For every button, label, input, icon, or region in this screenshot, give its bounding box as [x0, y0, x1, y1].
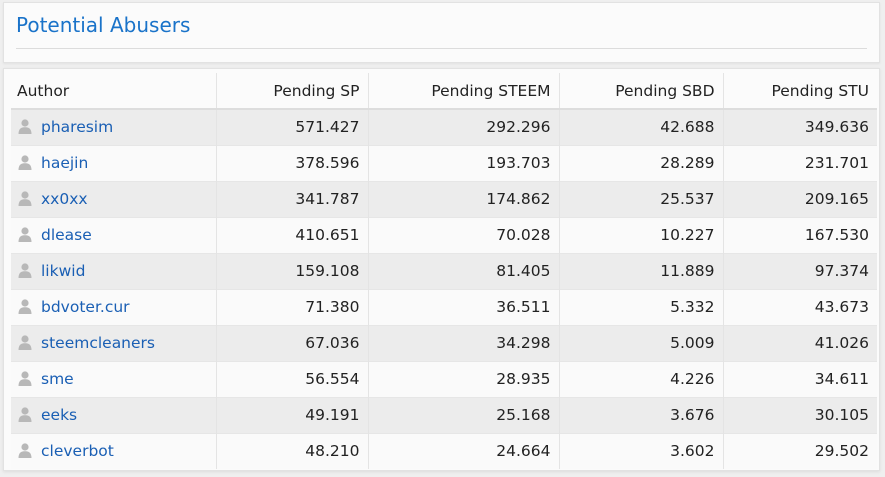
- pending-sbd-cell: 25.537: [559, 180, 724, 217]
- pending-steem-cell: 34.298: [368, 324, 560, 361]
- table-row: pharesim 571.427 292.296 42.688 349.636: [11, 108, 877, 145]
- user-icon: [17, 370, 33, 386]
- table-body: pharesim 571.427 292.296 42.688 349.636 haeji…: [11, 108, 877, 469]
- pending-stu-cell: 30.105: [723, 396, 877, 433]
- table-row: haejin 378.596 193.703 28.289 231.701: [11, 144, 877, 181]
- author-cell: cleverbot: [11, 432, 217, 469]
- pending-stu-cell: 209.165: [723, 180, 877, 217]
- pending-steem-cell: 36.511: [368, 288, 560, 325]
- page-title: Potential Abusers: [16, 13, 191, 37]
- column-header-pending-stu[interactable]: Pending STU: [723, 73, 877, 110]
- pending-steem-cell: 28.935: [368, 360, 560, 397]
- pending-stu-cell: 349.636: [723, 108, 877, 145]
- pending-steem-cell: 81.405: [368, 252, 560, 289]
- user-icon: [17, 118, 33, 135]
- author-link[interactable]: likwid: [41, 262, 86, 280]
- author-cell: pharesim: [11, 108, 217, 145]
- pending-sp-cell: 159.108: [216, 252, 369, 289]
- pending-sp-cell: 56.554: [216, 360, 369, 397]
- author-link[interactable]: bdvoter.cur: [41, 298, 130, 316]
- pending-stu-cell: 41.026: [723, 324, 877, 361]
- pending-sp-cell: 378.596: [216, 144, 369, 181]
- author-link[interactable]: xx0xx: [41, 190, 88, 208]
- author-cell: bdvoter.cur: [11, 288, 217, 325]
- pending-steem-cell: 193.703: [368, 144, 560, 181]
- author-cell: steemcleaners: [11, 324, 217, 361]
- title-panel: Potential Abusers: [3, 2, 880, 63]
- pending-sp-cell: 49.191: [216, 396, 369, 433]
- table-panel: Author Pending SP Pending STEEM Pending …: [3, 68, 880, 471]
- pending-sp-cell: 410.651: [216, 216, 369, 253]
- pending-stu-cell: 167.530: [723, 216, 877, 253]
- pending-steem-cell: 24.664: [368, 432, 560, 469]
- author-cell: haejin: [11, 144, 217, 181]
- pending-sbd-cell: 11.889: [559, 252, 724, 289]
- pending-sp-cell: 48.210: [216, 432, 369, 469]
- column-header-pending-sp[interactable]: Pending SP: [216, 73, 369, 110]
- table-row: steemcleaners 67.036 34.298 5.009 41.026: [11, 324, 877, 361]
- pending-steem-cell: 174.862: [368, 180, 560, 217]
- author-cell: likwid: [11, 252, 217, 289]
- pending-sbd-cell: 3.602: [559, 432, 724, 469]
- table-row: dlease 410.651 70.028 10.227 167.530: [11, 216, 877, 253]
- pending-stu-cell: 97.374: [723, 252, 877, 289]
- user-icon: [17, 226, 33, 242]
- pending-sp-cell: 571.427: [216, 108, 369, 145]
- author-cell: eeks: [11, 396, 217, 433]
- pending-sp-cell: 341.787: [216, 180, 369, 217]
- table-row: likwid 159.108 81.405 11.889 97.374: [11, 252, 877, 289]
- author-link[interactable]: pharesim: [41, 118, 114, 137]
- pending-stu-cell: 34.611: [723, 360, 877, 397]
- author-cell: dlease: [11, 216, 217, 253]
- column-header-author[interactable]: Author: [11, 73, 217, 110]
- author-link[interactable]: haejin: [41, 154, 89, 172]
- pending-sbd-cell: 5.332: [559, 288, 724, 325]
- pending-sp-cell: 71.380: [216, 288, 369, 325]
- author-link[interactable]: steemcleaners: [41, 334, 155, 352]
- author-cell: xx0xx: [11, 180, 217, 217]
- table-row: xx0xx 341.787 174.862 25.537 209.165: [11, 180, 877, 217]
- pending-stu-cell: 29.502: [723, 432, 877, 469]
- pending-sbd-cell: 5.009: [559, 324, 724, 361]
- pending-steem-cell: 292.296: [368, 108, 560, 145]
- user-icon: [17, 406, 33, 422]
- column-header-pending-sbd[interactable]: Pending SBD: [559, 73, 724, 110]
- pending-stu-cell: 231.701: [723, 144, 877, 181]
- author-link[interactable]: sme: [41, 370, 74, 388]
- author-cell: sme: [11, 360, 217, 397]
- user-icon: [17, 154, 33, 170]
- pending-sbd-cell: 42.688: [559, 108, 724, 145]
- pending-sbd-cell: 28.289: [559, 144, 724, 181]
- pending-steem-cell: 25.168: [368, 396, 560, 433]
- user-icon: [17, 334, 33, 350]
- column-header-pending-steem[interactable]: Pending STEEM: [368, 73, 560, 110]
- table-row: sme 56.554 28.935 4.226 34.611: [11, 360, 877, 397]
- user-icon: [17, 190, 33, 206]
- title-divider: [16, 48, 867, 49]
- table-header-row: Author Pending SP Pending STEEM Pending …: [11, 73, 877, 110]
- abusers-table: Author Pending SP Pending STEEM Pending …: [11, 73, 877, 469]
- author-link[interactable]: dlease: [41, 226, 92, 244]
- pending-stu-cell: 43.673: [723, 288, 877, 325]
- pending-sp-cell: 67.036: [216, 324, 369, 361]
- user-icon: [17, 298, 33, 314]
- pending-steem-cell: 70.028: [368, 216, 560, 253]
- pending-sbd-cell: 3.676: [559, 396, 724, 433]
- pending-sbd-cell: 4.226: [559, 360, 724, 397]
- table-row: cleverbot 48.210 24.664 3.602 29.502: [11, 432, 877, 469]
- user-icon: [17, 442, 33, 459]
- user-icon: [17, 262, 33, 278]
- author-link[interactable]: cleverbot: [41, 442, 114, 461]
- table-row: eeks 49.191 25.168 3.676 30.105: [11, 396, 877, 433]
- table-row: bdvoter.cur 71.380 36.511 5.332 43.673: [11, 288, 877, 325]
- author-link[interactable]: eeks: [41, 406, 78, 424]
- pending-sbd-cell: 10.227: [559, 216, 724, 253]
